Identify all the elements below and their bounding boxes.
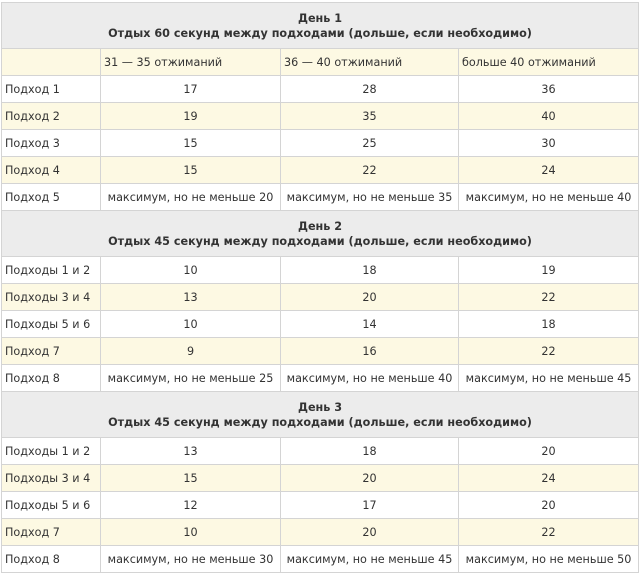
set-row: Подходы 3 и 4 15 20 24: [1, 464, 640, 492]
reps-cell: 16: [280, 337, 459, 365]
reps-cell: 24: [457, 156, 640, 184]
reps-cell: 12: [100, 491, 281, 519]
set-row: Подход 3 15 25 30: [1, 129, 640, 157]
reps-cell: максимум, но не меньше 35: [280, 183, 459, 211]
reps-cell: 40: [457, 102, 640, 130]
set-row: Подход 4 15 22 24: [1, 156, 640, 184]
column-header-31-35: 31 — 35 отжиманий: [100, 48, 281, 76]
reps-cell: максимум, но не меньше 25: [100, 364, 281, 392]
set-row: Подход 8 максимум, но не меньше 30 макси…: [1, 545, 640, 573]
day-header-cell: День 1 Отдых 60 секунд между подходами (…: [0, 2, 640, 49]
set-label: Подход 8: [1, 364, 101, 392]
set-row: Подходы 3 и 4 13 20 22: [1, 283, 640, 311]
reps-cell: 19: [100, 102, 281, 130]
set-label: Подход 7: [1, 518, 101, 546]
set-row: Подходы 1 и 2 10 18 19: [1, 256, 640, 284]
reps-cell: 25: [280, 129, 459, 157]
reps-cell: максимум, но не меньше 50: [457, 545, 640, 573]
set-row: Подходы 1 и 2 13 18 20: [1, 437, 640, 465]
column-header-empty: [1, 48, 101, 76]
reps-cell: 22: [280, 156, 459, 184]
reps-cell: 13: [100, 283, 281, 311]
reps-cell: 13: [100, 437, 281, 465]
reps-cell: 20: [280, 464, 459, 492]
day-header-cell: День 3 Отдых 45 секунд между подходами (…: [0, 391, 640, 438]
day-title: День 2: [298, 219, 343, 233]
reps-cell: 14: [280, 310, 459, 338]
reps-cell: 10: [100, 256, 281, 284]
set-label: Подходы 3 и 4: [1, 464, 101, 492]
column-header-36-40: 36 — 40 отжиманий: [280, 48, 459, 76]
rest-note: Отдых 45 секунд между подходами (дольше,…: [108, 415, 532, 429]
reps-cell: 22: [457, 283, 640, 311]
reps-cell: 20: [457, 491, 640, 519]
reps-cell: 10: [100, 518, 281, 546]
set-label: Подход 4: [1, 156, 101, 184]
set-row: Подход 2 19 35 40: [1, 102, 640, 130]
set-label: Подход 7: [1, 337, 101, 365]
set-label: Подход 3: [1, 129, 101, 157]
rest-note: Отдых 45 секунд между подходами (дольше,…: [108, 234, 532, 248]
day-header-1: День 1 Отдых 60 секунд между подходами (…: [0, 2, 640, 49]
reps-cell: максимум, но не меньше 40: [280, 364, 459, 392]
column-header-over-40: больше 40 отжиманий: [457, 48, 640, 76]
reps-cell: 36: [457, 75, 640, 103]
reps-cell: 20: [280, 283, 459, 311]
reps-cell: 15: [100, 156, 281, 184]
reps-cell: максимум, но не меньше 45: [457, 364, 640, 392]
set-label: Подход 8: [1, 545, 101, 573]
set-row: Подход 8 максимум, но не меньше 25 макси…: [1, 364, 640, 392]
reps-cell: 20: [280, 518, 459, 546]
reps-cell: 10: [100, 310, 281, 338]
reps-cell: 19: [457, 256, 640, 284]
set-row: Подход 7 9 16 22: [1, 337, 640, 365]
set-row: Подходы 5 и 6 12 17 20: [1, 491, 640, 519]
reps-cell: максимум, но не меньше 20: [100, 183, 281, 211]
column-header-row: 31 — 35 отжиманий 36 — 40 отжиманий боль…: [1, 48, 640, 76]
reps-cell: 17: [100, 75, 281, 103]
day-title: День 1: [298, 11, 343, 25]
set-label: Подходы 5 и 6: [1, 310, 101, 338]
reps-cell: 28: [280, 75, 459, 103]
rest-note: Отдых 60 секунд между подходами (дольше,…: [108, 26, 532, 40]
reps-cell: 15: [100, 129, 281, 157]
reps-cell: 24: [457, 464, 640, 492]
set-row: Подход 5 максимум, но не меньше 20 макси…: [1, 183, 640, 211]
day-header-3: День 3 Отдых 45 секунд между подходами (…: [0, 391, 640, 438]
set-label: Подход 1: [1, 75, 101, 103]
reps-cell: 22: [457, 337, 640, 365]
reps-cell: 20: [457, 437, 640, 465]
reps-cell: 18: [457, 310, 640, 338]
set-row: Подход 1 17 28 36: [1, 75, 640, 103]
reps-cell: максимум, но не меньше 30: [100, 545, 281, 573]
set-row: Подходы 5 и 6 10 14 18: [1, 310, 640, 338]
set-label: Подходы 3 и 4: [1, 283, 101, 311]
day-header-cell: День 2 Отдых 45 секунд между подходами (…: [0, 210, 640, 257]
set-label: Подходы 1 и 2: [1, 256, 101, 284]
day-header-2: День 2 Отдых 45 секунд между подходами (…: [0, 210, 640, 257]
reps-cell: 9: [100, 337, 281, 365]
reps-cell: максимум, но не меньше 40: [457, 183, 640, 211]
reps-cell: 18: [280, 437, 459, 465]
reps-cell: 15: [100, 464, 281, 492]
set-label: Подход 5: [1, 183, 101, 211]
reps-cell: 22: [457, 518, 640, 546]
reps-cell: 35: [280, 102, 459, 130]
day-title: День 3: [298, 400, 343, 414]
reps-cell: 17: [280, 491, 459, 519]
reps-cell: 30: [457, 129, 640, 157]
set-label: Подходы 5 и 6: [1, 491, 101, 519]
reps-cell: 18: [280, 256, 459, 284]
reps-cell: максимум, но не меньше 45: [280, 545, 459, 573]
set-label: Подход 2: [1, 102, 101, 130]
set-row: Подход 7 10 20 22: [1, 518, 640, 546]
set-label: Подходы 1 и 2: [1, 437, 101, 465]
